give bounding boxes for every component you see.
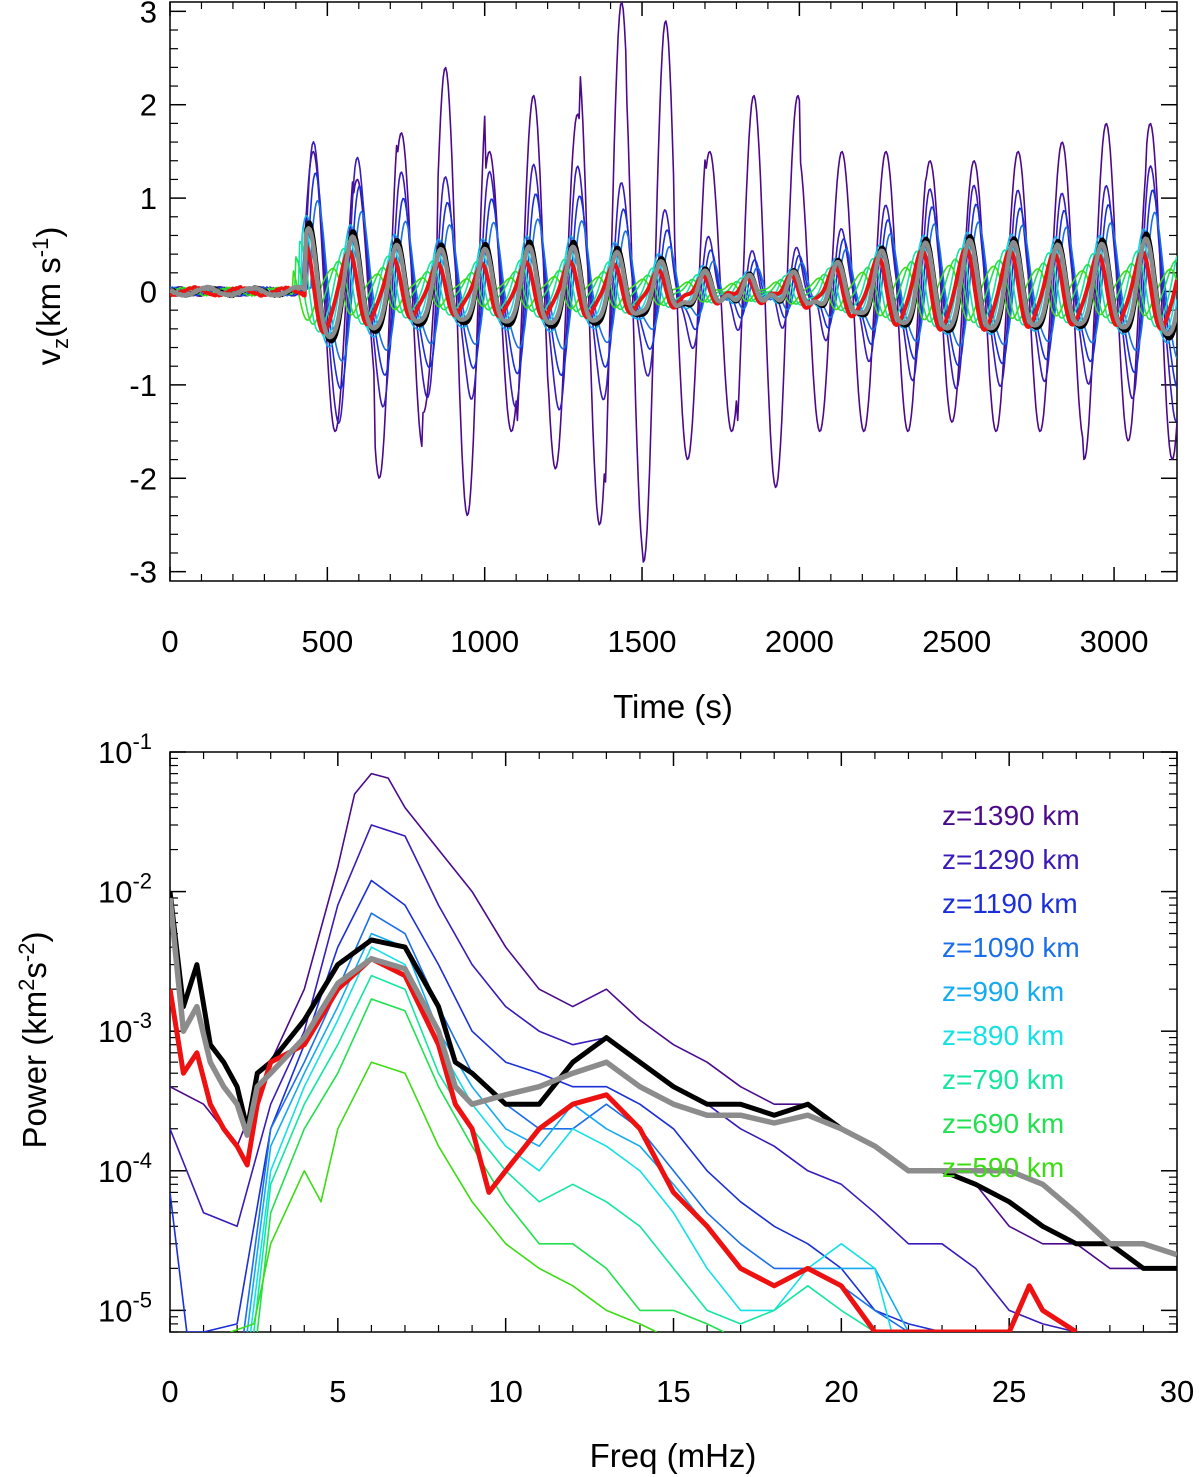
legend: z=1390 km z=1290 km z=1190 km z=1090 km z=99… bbox=[942, 800, 1080, 1183]
top-x-tick-label: 2000 bbox=[765, 624, 834, 659]
top-series-line-8 bbox=[170, 264, 1177, 322]
top-x-tick-label: 2500 bbox=[922, 624, 991, 659]
bottom-x-tick-labels: 0 5 10 15 20 25 30 bbox=[161, 1374, 1194, 1409]
bottom-y-title-main: Power (km bbox=[16, 991, 53, 1149]
bottom-y-tick-label: 10-4 bbox=[98, 1148, 152, 1189]
top-series-line-11 bbox=[170, 226, 1177, 340]
bottom-x-tick-label: 10 bbox=[488, 1374, 522, 1409]
top-y-title-rest: (km s bbox=[30, 257, 67, 338]
top-y-tick-label: -1 bbox=[129, 368, 157, 403]
bottom-y-tick-labels: 10-510-410-310-210-1 bbox=[98, 729, 152, 1328]
bottom-series-line-5 bbox=[249, 946, 893, 1332]
top-x-tick-label: 0 bbox=[161, 624, 178, 659]
top-y-axis-title: vz(km s-1) bbox=[28, 227, 73, 366]
bottom-x-tick-label: 0 bbox=[161, 1374, 178, 1409]
bottom-x-tick-label: 30 bbox=[1160, 1374, 1194, 1409]
top-y-tick-label: 0 bbox=[140, 275, 157, 310]
top-y-tick-label: 1 bbox=[140, 181, 157, 216]
top-y-title-main: v bbox=[30, 348, 67, 365]
bottom-x-tick-label: 15 bbox=[656, 1374, 690, 1409]
bottom-y-tick-exponent: -3 bbox=[132, 1008, 152, 1033]
top-y-tick-label: -3 bbox=[129, 555, 157, 590]
top-y-title-sup: -1 bbox=[28, 238, 53, 258]
legend-entry: z=890 km bbox=[942, 1020, 1064, 1051]
top-panel: 0 500 1000 1500 2000 2500 3000 -3 -2 -1 0 1 2 3 Time… bbox=[28, 0, 1178, 725]
top-y-tick-label: -2 bbox=[129, 461, 157, 496]
top-x-tick-label: 3000 bbox=[1080, 624, 1149, 659]
top-y-tick-label: 3 bbox=[140, 0, 157, 29]
bottom-y-tick-base: 10 bbox=[98, 735, 132, 770]
legend-entry: z=690 km bbox=[942, 1108, 1064, 1139]
top-y-tick-labels: -3 -2 -1 0 1 2 3 bbox=[129, 0, 157, 590]
bottom-y-tick-label: 10-5 bbox=[98, 1287, 152, 1328]
bottom-x-tick-label: 25 bbox=[992, 1374, 1026, 1409]
bottom-series-line-0 bbox=[170, 772, 1177, 1270]
bottom-y-title-close: ) bbox=[16, 932, 53, 943]
legend-entry: z=1390 km bbox=[942, 800, 1080, 831]
legend-entry: z=590 km bbox=[942, 1152, 1064, 1183]
bottom-y-tick-exponent: -1 bbox=[132, 729, 152, 754]
bottom-x-axis-title: Freq (mHz) bbox=[590, 1437, 757, 1474]
bottom-series-line-2 bbox=[170, 879, 943, 1332]
top-series bbox=[170, 2, 1177, 563]
top-x-axis-title: Time (s) bbox=[613, 688, 733, 725]
bottom-y-tick-label: 10-1 bbox=[98, 729, 152, 770]
legend-entry: z=1190 km bbox=[942, 888, 1078, 919]
bottom-y-axis-title: Power (km2s-2) bbox=[14, 932, 53, 1149]
bottom-y-tick-exponent: -4 bbox=[132, 1148, 152, 1173]
bottom-series bbox=[170, 772, 1177, 1332]
top-series-line-3 bbox=[170, 200, 1177, 362]
legend-entry: z=1290 km bbox=[942, 844, 1080, 875]
legend-entry: z=990 km bbox=[942, 976, 1064, 1007]
bottom-series-line-11 bbox=[170, 897, 1177, 1258]
top-y-tick-label: 2 bbox=[140, 88, 157, 123]
bottom-series-line-10 bbox=[170, 956, 1078, 1332]
bottom-y-tick-label: 10-2 bbox=[98, 869, 152, 910]
bottom-x-tick-label: 5 bbox=[329, 1374, 346, 1409]
top-y-title-sub: z bbox=[48, 338, 73, 349]
bottom-y-tick-exponent: -5 bbox=[132, 1287, 152, 1312]
bottom-series-line-4 bbox=[246, 932, 910, 1332]
bottom-series-line-1 bbox=[170, 824, 1077, 1332]
bottom-y-tick-base: 10 bbox=[98, 1154, 132, 1189]
legend-entry: z=1090 km bbox=[942, 932, 1080, 963]
bottom-series-line-7 bbox=[256, 998, 725, 1332]
top-y-title-close: ) bbox=[30, 227, 67, 238]
bottom-y-tick-label: 10-3 bbox=[98, 1008, 152, 1049]
bottom-panel: 0 5 10 15 20 25 30 10-510-410-310-210-1 z=1390… bbox=[14, 729, 1194, 1474]
bottom-y-title-sup1: 2 bbox=[14, 979, 39, 991]
bottom-y-title-sup2: -2 bbox=[14, 943, 39, 963]
top-axis-ticks bbox=[169, 2, 1177, 581]
bottom-y-tick-base: 10 bbox=[98, 1293, 132, 1328]
bottom-series-line-6 bbox=[253, 974, 876, 1332]
bottom-x-tick-label: 20 bbox=[824, 1374, 858, 1409]
bottom-y-title-mid: s bbox=[16, 962, 53, 979]
bottom-y-tick-base: 10 bbox=[98, 875, 132, 910]
bottom-y-tick-exponent: -2 bbox=[132, 869, 152, 894]
top-x-tick-label: 500 bbox=[301, 624, 353, 659]
bottom-series-line-8 bbox=[230, 1061, 658, 1332]
bottom-y-tick-base: 10 bbox=[98, 1014, 132, 1049]
legend-entry: z=790 km bbox=[942, 1064, 1064, 1095]
top-series-line-0 bbox=[170, 2, 1177, 563]
top-x-tick-labels: 0 500 1000 1500 2000 2500 3000 bbox=[161, 624, 1148, 659]
top-x-tick-label: 1000 bbox=[450, 624, 519, 659]
top-x-tick-label: 1500 bbox=[608, 624, 677, 659]
